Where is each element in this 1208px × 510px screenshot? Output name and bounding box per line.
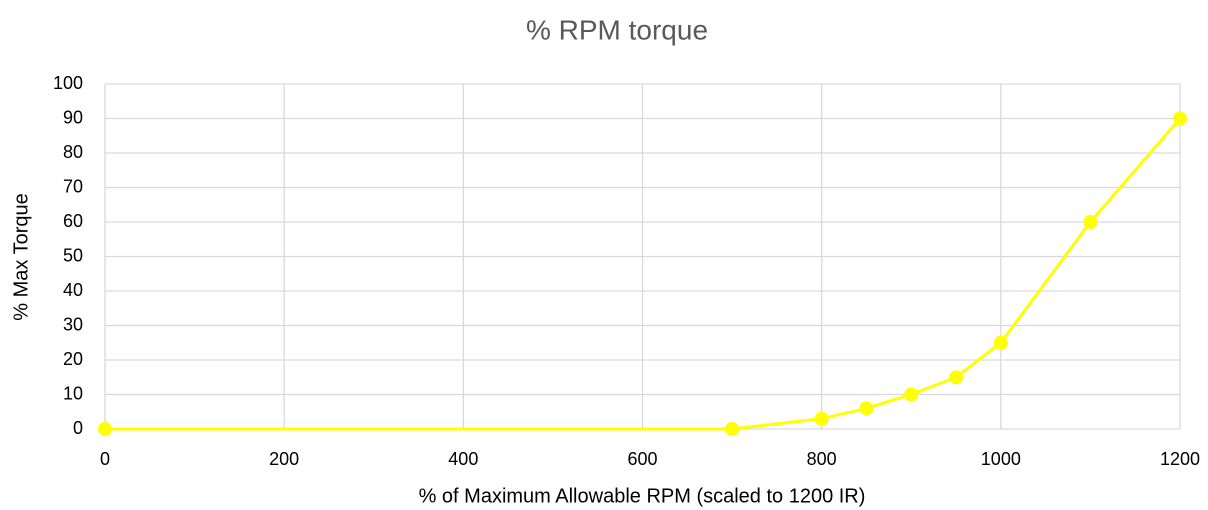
y-tick-label: 60 [63,211,83,231]
y-tick-label: 90 [63,107,83,127]
data-point [1083,215,1098,229]
y-tick-label: 20 [63,349,83,369]
x-tick-label: 800 [807,449,837,469]
y-tick-label: 30 [63,314,83,334]
y-tick-label: 70 [63,176,83,196]
x-tick-label: 1200 [1160,449,1200,469]
data-point [993,335,1008,350]
y-tick-label: 80 [63,142,83,162]
data-point [859,401,874,416]
data-point [98,422,112,436]
x-tick-label: 400 [448,449,478,469]
y-tick-label: 40 [63,280,83,300]
y-tick-label: 50 [63,245,83,265]
chart-title: % RPM torque [526,14,708,45]
data-point [949,370,964,385]
data-point [725,422,740,436]
y-tick-label: 10 [63,383,83,403]
x-tick-label: 0 [100,449,110,469]
y-tick-label: 0 [73,418,83,438]
x-tick-label: 200 [269,449,299,469]
y-axis-label: % Max Torque [10,193,32,320]
data-point [1173,111,1187,126]
x-tick-label: 1000 [981,449,1021,469]
data-point [904,387,919,402]
data-point [814,411,829,426]
x-axis-label: % of Maximum Allowable RPM (scaled to 12… [419,485,866,507]
x-tick-label: 600 [627,449,657,469]
y-tick-label: 100 [53,73,83,93]
